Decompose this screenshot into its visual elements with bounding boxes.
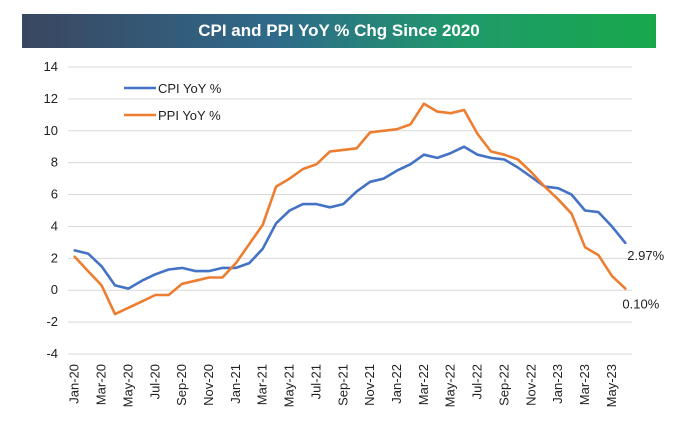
x-tick-label: Jan-23 xyxy=(550,364,565,404)
x-tick-label: Jul-21 xyxy=(308,364,323,399)
x-tick-label: Mar-23 xyxy=(577,364,592,405)
y-tick-label: 12 xyxy=(44,91,58,106)
y-axis-ticks: -4 -2 0 2 4 6 8 10 12 14 xyxy=(44,59,58,361)
series-lines xyxy=(73,102,627,316)
x-tick-label: Jan-20 xyxy=(67,364,82,404)
end-labels: 2.97% 0.10% xyxy=(622,248,664,312)
x-tick-label: Jan-22 xyxy=(389,364,404,404)
x-axis-ticks: Jan-20 Mar-20 May-20 Jul-20 Sep-20 Nov-20 Jan-… xyxy=(67,364,619,407)
x-tick-label: Sep-22 xyxy=(496,364,511,406)
x-tick-label: Nov-20 xyxy=(201,364,216,406)
x-tick-label: Jul-20 xyxy=(147,364,162,399)
cpi-series-line xyxy=(73,145,627,290)
x-tick-label: Nov-22 xyxy=(523,364,538,406)
x-tick-label: Sep-21 xyxy=(335,364,350,406)
y-tick-label: 10 xyxy=(44,123,58,138)
x-tick-label: Sep-20 xyxy=(174,364,189,406)
ppi-series-line xyxy=(73,102,627,316)
x-tick-label: Mar-20 xyxy=(94,364,109,405)
y-tick-label: 4 xyxy=(51,218,58,233)
legend-label: PPI YoY % xyxy=(158,108,221,123)
x-tick-label: Mar-22 xyxy=(416,364,431,405)
y-tick-label: 0 xyxy=(51,282,58,297)
x-tick-label: Mar-21 xyxy=(255,364,270,405)
y-tick-label: 14 xyxy=(44,59,58,74)
x-tick-label: Jul-22 xyxy=(470,364,485,399)
ppi-end-label: 0.10% xyxy=(622,297,659,312)
y-tick-label: 8 xyxy=(51,155,58,170)
x-tick-label: Nov-21 xyxy=(362,364,377,406)
y-tick-label: -2 xyxy=(46,314,58,329)
legend: CPI YoY % PPI YoY % xyxy=(124,81,222,123)
legend-label: CPI YoY % xyxy=(158,81,222,96)
x-tick-label: May-21 xyxy=(282,364,297,407)
x-tick-label: May-23 xyxy=(604,364,619,407)
y-tick-label: 2 xyxy=(51,250,58,265)
x-tick-label: May-22 xyxy=(443,364,458,407)
gridlines xyxy=(68,66,632,355)
x-tick-label: May-20 xyxy=(120,364,135,407)
y-tick-label: 6 xyxy=(51,187,58,202)
x-tick-label: Jan-21 xyxy=(228,364,243,404)
y-tick-label: -4 xyxy=(46,346,58,361)
chart-title-banner: CPI and PPI YoY % Chg Since 2020 xyxy=(22,14,656,48)
cpi-end-label: 2.97% xyxy=(627,248,664,263)
